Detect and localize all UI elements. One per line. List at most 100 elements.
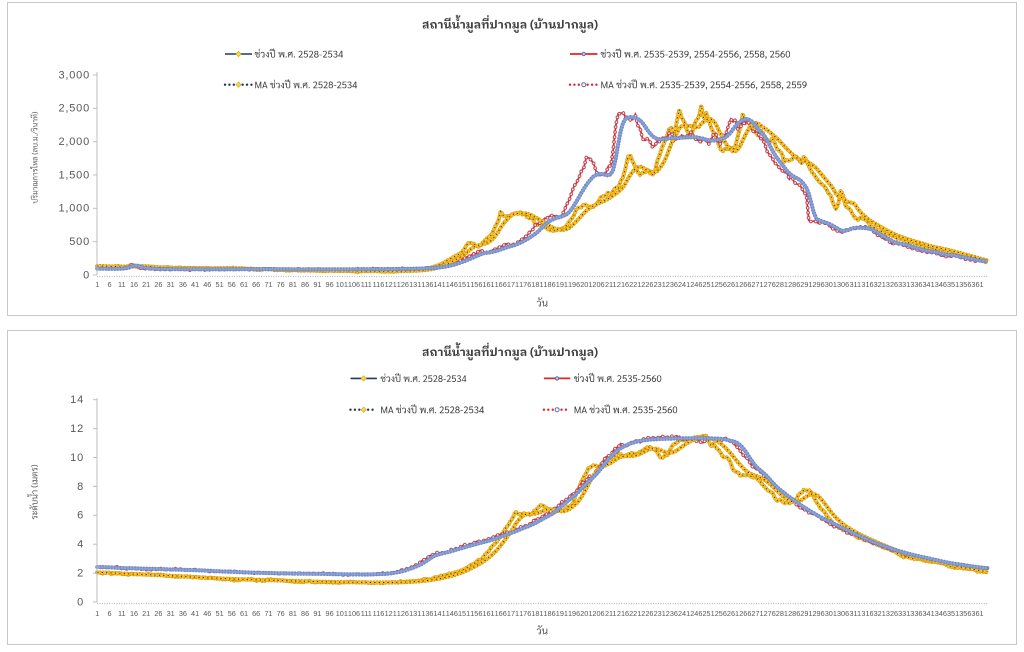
svg-text:141: 141: [434, 280, 446, 289]
svg-text:116: 116: [373, 609, 385, 618]
svg-text:91: 91: [313, 280, 321, 289]
svg-text:206: 206: [592, 609, 604, 618]
svg-text:101: 101: [336, 609, 348, 618]
svg-text:21: 21: [142, 609, 150, 618]
svg-text:181: 181: [531, 280, 543, 289]
svg-text:196: 196: [568, 609, 580, 618]
svg-text:331: 331: [898, 280, 910, 289]
svg-text:161: 161: [482, 609, 494, 618]
svg-text:6: 6: [107, 280, 111, 289]
svg-text:86: 86: [301, 280, 309, 289]
svg-text:91: 91: [313, 609, 321, 618]
svg-text:2,500: 2,500: [58, 103, 90, 115]
svg-text:56: 56: [228, 280, 236, 289]
svg-text:361: 361: [971, 280, 983, 289]
svg-text:41: 41: [191, 280, 199, 289]
svg-text:111: 111: [361, 609, 372, 618]
svg-text:311: 311: [849, 280, 861, 289]
svg-text:171: 171: [507, 609, 519, 618]
svg-text:316: 316: [861, 609, 873, 618]
svg-text:151: 151: [458, 280, 470, 289]
svg-text:2: 2: [77, 568, 84, 580]
svg-text:116: 116: [373, 280, 385, 289]
svg-text:121: 121: [385, 280, 397, 289]
svg-text:146: 146: [446, 609, 458, 618]
svg-text:166: 166: [495, 609, 507, 618]
svg-text:181: 181: [531, 609, 543, 618]
svg-text:106: 106: [348, 609, 360, 618]
svg-text:236: 236: [666, 609, 678, 618]
svg-text:326: 326: [886, 609, 898, 618]
svg-text:61: 61: [240, 609, 248, 618]
svg-text:321: 321: [874, 609, 886, 618]
svg-text:176: 176: [519, 280, 531, 289]
svg-text:71: 71: [264, 280, 272, 289]
svg-text:286: 286: [788, 609, 800, 618]
svg-text:131: 131: [409, 280, 421, 289]
svg-text:276: 276: [764, 609, 776, 618]
svg-text:216: 216: [617, 609, 629, 618]
svg-text:356: 356: [959, 280, 971, 289]
svg-text:16: 16: [130, 609, 138, 618]
svg-text:96: 96: [326, 609, 334, 618]
svg-text:251: 251: [703, 609, 715, 618]
svg-text:36: 36: [179, 280, 187, 289]
svg-text:81: 81: [289, 280, 297, 289]
svg-text:241: 241: [678, 280, 690, 289]
svg-text:296: 296: [813, 609, 825, 618]
svg-text:36: 36: [179, 609, 187, 618]
svg-text:246: 246: [690, 609, 702, 618]
svg-text:336: 336: [910, 280, 922, 289]
svg-text:156: 156: [470, 609, 482, 618]
svg-text:321: 321: [874, 280, 886, 289]
svg-text:231: 231: [654, 280, 666, 289]
svg-text:266: 266: [739, 280, 751, 289]
svg-text:326: 326: [886, 280, 898, 289]
svg-text:12: 12: [70, 423, 84, 435]
svg-text:1,000: 1,000: [58, 203, 90, 215]
svg-text:176: 176: [519, 609, 531, 618]
svg-text:66: 66: [252, 280, 260, 289]
svg-text:71: 71: [264, 609, 272, 618]
svg-text:306: 306: [837, 609, 849, 618]
svg-text:276: 276: [764, 280, 776, 289]
svg-text:191: 191: [556, 280, 568, 289]
svg-text:281: 281: [776, 609, 788, 618]
svg-text:31: 31: [167, 609, 175, 618]
svg-text:141: 141: [434, 609, 446, 618]
svg-text:336: 336: [910, 609, 922, 618]
svg-text:356: 356: [959, 609, 971, 618]
svg-text:121: 121: [385, 609, 397, 618]
svg-text:286: 286: [788, 280, 800, 289]
svg-text:211: 211: [605, 280, 617, 289]
svg-text:61: 61: [240, 280, 248, 289]
svg-text:216: 216: [617, 280, 629, 289]
svg-text:66: 66: [252, 609, 260, 618]
svg-text:361: 361: [971, 609, 983, 618]
svg-text:226: 226: [641, 609, 653, 618]
svg-text:56: 56: [228, 609, 236, 618]
svg-text:206: 206: [592, 280, 604, 289]
svg-text:11: 11: [118, 280, 126, 289]
svg-text:106: 106: [348, 280, 360, 289]
svg-text:10: 10: [70, 452, 84, 464]
svg-text:271: 271: [751, 609, 763, 618]
svg-text:1,500: 1,500: [58, 169, 90, 181]
svg-text:251: 251: [703, 280, 715, 289]
svg-text:261: 261: [727, 280, 739, 289]
svg-text:301: 301: [825, 280, 837, 289]
svg-text:226: 226: [641, 280, 653, 289]
svg-text:341: 341: [923, 280, 935, 289]
svg-text:346: 346: [935, 280, 947, 289]
svg-text:51: 51: [216, 280, 224, 289]
svg-text:256: 256: [715, 280, 727, 289]
svg-text:156: 156: [470, 280, 482, 289]
svg-text:236: 236: [666, 280, 678, 289]
svg-text:126: 126: [397, 609, 409, 618]
svg-text:76: 76: [277, 609, 285, 618]
svg-text:21: 21: [142, 280, 150, 289]
svg-text:500: 500: [69, 236, 90, 248]
svg-text:2,000: 2,000: [58, 136, 90, 148]
svg-text:131: 131: [409, 609, 421, 618]
svg-text:266: 266: [739, 609, 751, 618]
